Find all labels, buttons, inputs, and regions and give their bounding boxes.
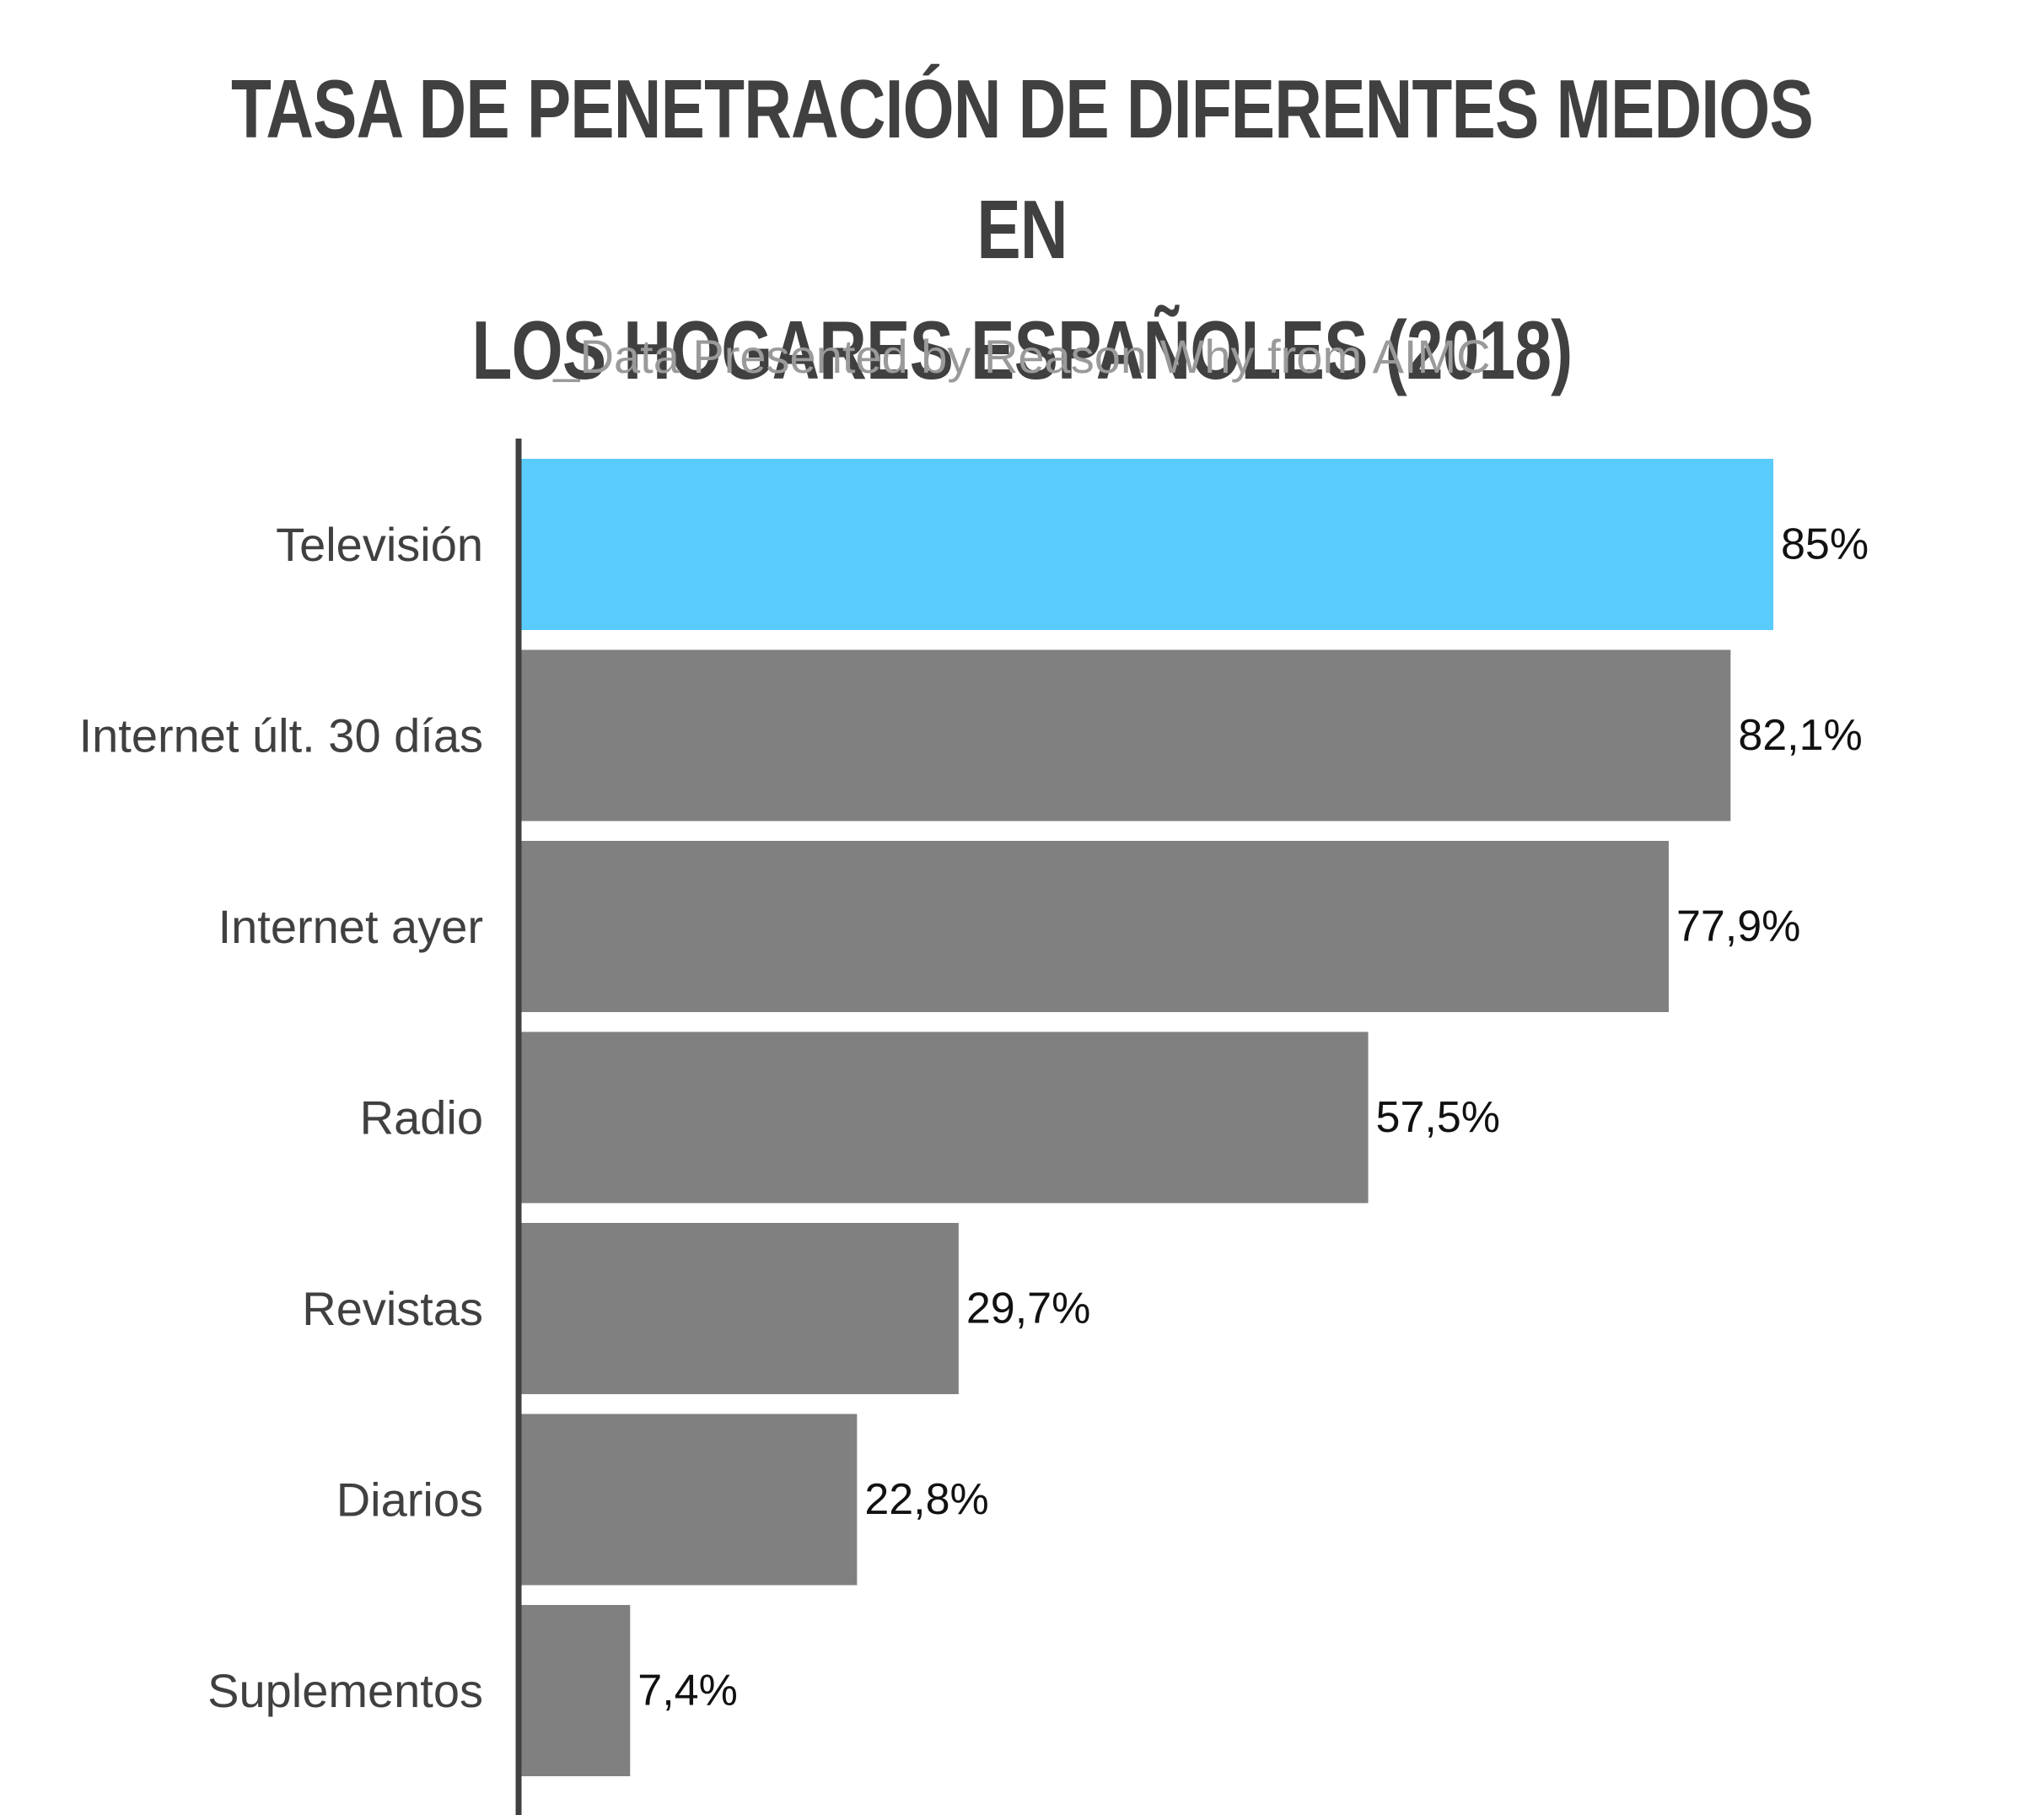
chart-title-line-1: TASA DE PENETRACIÓN DE DIFERENTES MEDIOS… xyxy=(231,62,1814,276)
value-label-1: 82,1% xyxy=(1738,711,1862,760)
category-label-2: Internet ayer xyxy=(218,900,483,953)
value-label-0: 85% xyxy=(1781,520,1869,569)
bar-6 xyxy=(521,1605,631,1776)
bar-4 xyxy=(521,1223,959,1394)
value-label-3: 57,5% xyxy=(1376,1093,1500,1142)
chart-title: TASA DE PENETRACIÓN DE DIFERENTES MEDIOS… xyxy=(204,49,1839,411)
value-label-2: 77,9% xyxy=(1676,902,1800,951)
category-label-1: Internet últ. 30 días xyxy=(79,709,483,762)
bar-2 xyxy=(521,841,1669,1012)
bar-1 xyxy=(521,649,1731,821)
category-label-4: Revistas xyxy=(302,1282,483,1335)
bar-5 xyxy=(521,1414,858,1586)
value-label-6: 7,4% xyxy=(637,1667,738,1715)
bars-group: Televisión 85% Internet últ. 30 días 82,1% I… xyxy=(79,459,1869,1776)
category-label-0: Televisión xyxy=(276,518,483,571)
chart-subtitle: _Data Presented by Reason Why from AIMC xyxy=(553,330,1491,383)
bar-0 xyxy=(521,459,1773,630)
chart-title-line-2: LOS HOGARES ESPAÑOLES (2018) xyxy=(471,304,1573,396)
category-label-5: Diarios xyxy=(336,1473,483,1527)
bar-3 xyxy=(521,1031,1369,1204)
value-label-4: 29,7% xyxy=(966,1285,1090,1333)
value-label-5: 22,8% xyxy=(864,1475,988,1524)
category-label-6: Suplementos xyxy=(207,1664,483,1717)
category-label-3: Radio xyxy=(360,1091,483,1144)
